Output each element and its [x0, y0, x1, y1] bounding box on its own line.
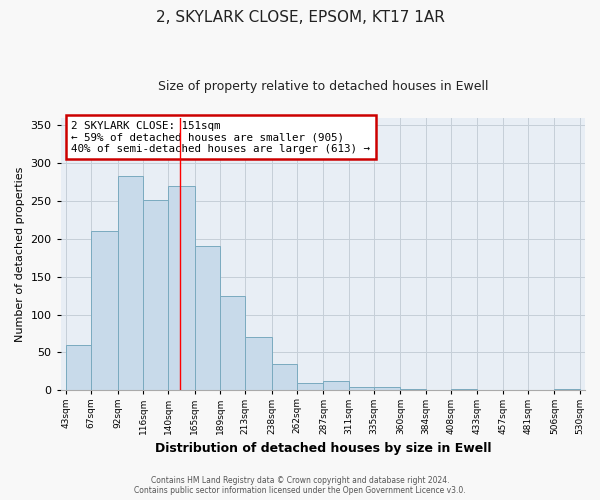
Bar [323, 380, 349, 390]
Bar [66, 345, 91, 391]
Text: Contains HM Land Registry data © Crown copyright and database right 2024.
Contai: Contains HM Land Registry data © Crown c… [134, 476, 466, 495]
Bar [245, 338, 272, 390]
Text: 2 SKYLARK CLOSE: 151sqm
← 59% of detached houses are smaller (905)
40% of semi-d: 2 SKYLARK CLOSE: 151sqm ← 59% of detache… [71, 120, 370, 154]
Title: Size of property relative to detached houses in Ewell: Size of property relative to detached ho… [158, 80, 488, 93]
Y-axis label: Number of detached properties: Number of detached properties [15, 166, 25, 342]
Bar [374, 388, 400, 390]
Bar [143, 200, 169, 390]
Bar [451, 389, 478, 390]
Bar [91, 232, 118, 390]
Bar [400, 389, 426, 390]
Bar [169, 186, 194, 390]
Bar [554, 389, 580, 390]
X-axis label: Distribution of detached houses by size in Ewell: Distribution of detached houses by size … [155, 442, 491, 455]
Bar [118, 176, 143, 390]
Bar [349, 386, 374, 390]
Bar [194, 246, 220, 390]
Bar [220, 296, 245, 390]
Bar [297, 383, 323, 390]
Text: 2, SKYLARK CLOSE, EPSOM, KT17 1AR: 2, SKYLARK CLOSE, EPSOM, KT17 1AR [155, 10, 445, 25]
Bar [272, 364, 297, 390]
